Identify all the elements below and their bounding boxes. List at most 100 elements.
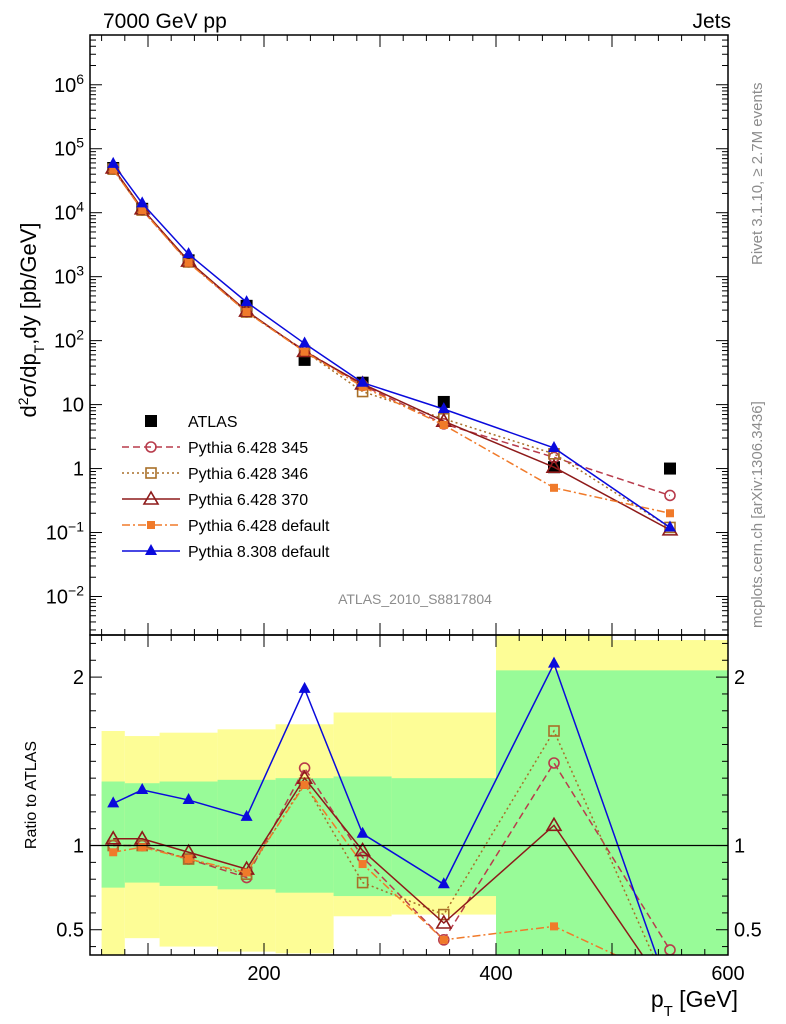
ratio-series-4 (107, 656, 658, 955)
main-y-tick-label: 10−2 (46, 582, 84, 608)
ratio-data-point (666, 976, 674, 984)
main-data-point (664, 462, 676, 475)
main-y-tick-label: 106 (54, 71, 84, 97)
axes: 200 400 600 10−2 10−1 1 10 102 103 104 105 106 0.5 0.… (46, 34, 762, 985)
main-data-point (136, 196, 149, 208)
ratio-data-point (548, 757, 560, 769)
ratio-data-point (136, 782, 149, 794)
main-data-point (138, 206, 147, 215)
ratio-data-point (437, 908, 450, 921)
main-data-point (548, 440, 560, 452)
svg-text:pT [GeV]: pT [GeV] (651, 986, 738, 1020)
ratio-data-point (184, 855, 193, 863)
rivet-version-label: Rivet 3.1.10, ≥ 2.7M events (749, 83, 766, 266)
ratio-data-point (298, 681, 311, 693)
legend-entry: Pythia 6.428 346 (122, 466, 308, 483)
ratio-uncertainty-bands (101, 635, 728, 955)
legend-label: ATLAS (188, 414, 238, 431)
main-plot-frame (89, 34, 729, 636)
legend-label: Pythia 8.308 default (188, 544, 330, 561)
green-band-segment (496, 670, 612, 955)
legend-label: Pythia 6.428 346 (188, 466, 308, 483)
main-y-tick-label: 10−1 (46, 519, 84, 545)
ratio-y-tick-label: 2 (73, 667, 84, 689)
legend-marker (145, 415, 157, 427)
ratio-data-point (548, 725, 560, 737)
ratio-data-point (109, 848, 118, 857)
main-data-point (109, 165, 118, 174)
main-series-4 (109, 165, 674, 518)
main-data-point (664, 489, 676, 502)
ratio-data-point (182, 793, 195, 805)
ratio-data-point (300, 780, 309, 789)
ratio-data-point (138, 843, 147, 852)
ratio-data-point (439, 935, 448, 944)
main-data-point (550, 483, 558, 492)
green-band-segment (275, 778, 334, 893)
legend-marker (145, 441, 157, 453)
legend: ATLAS Pythia 6.428 345 Pythia 6.428 346 Pyt… (122, 414, 330, 561)
ratio-data-point (354, 841, 371, 857)
legend-label: Pythia 6.428 370 (188, 492, 308, 509)
ratio-y-tick-label-right: 0.5 (734, 920, 762, 942)
main-data-point (300, 347, 309, 356)
header-left: 7000 GeV pp (103, 10, 227, 33)
main-y-tick-label: 103 (54, 263, 84, 289)
ratio-data-point (107, 796, 120, 808)
main-data-point (184, 258, 193, 267)
ratio-data-point (437, 877, 450, 889)
legend-entry: ATLAS (145, 414, 238, 431)
main-data-point (437, 402, 450, 414)
ratio-data-point (104, 830, 122, 845)
main-data-point (437, 395, 450, 408)
svg-text:d2σ/dpT,dy [pb/GeV]: d2σ/dpT,dy [pb/GeV] (15, 222, 47, 417)
legend-marker (147, 521, 155, 529)
legend-marker (145, 467, 157, 479)
ratio-series-line (113, 776, 644, 955)
ratio-y-axis-label: Ratio to ATLAS (23, 741, 40, 849)
main-data-point (439, 420, 448, 429)
ratio-data-point (356, 826, 369, 838)
legend-label: Pythia 6.428 345 (188, 440, 308, 457)
ratio-data-point (182, 853, 195, 865)
main-y-tick-label: 104 (54, 199, 84, 225)
legend-entry: Pythia 8.308 default (122, 544, 330, 561)
main-y-tick-label: 1 (73, 459, 84, 481)
ratio-data-point (437, 934, 450, 946)
main-data-point (356, 375, 369, 387)
header-right: Jets (692, 10, 731, 33)
ratio-data-point (435, 914, 453, 929)
main-data-point (358, 382, 367, 391)
main-plot-series (104, 156, 679, 536)
x-axis-label: pT [GeV] (651, 986, 738, 1020)
main-y-tick-label: 10 (62, 395, 84, 417)
x-tick-label: 200 (247, 963, 280, 985)
main-data-point (240, 295, 253, 307)
ratio-data-point (356, 876, 369, 889)
x-tick-label: 400 (479, 963, 512, 985)
ratio-data-point (550, 922, 558, 931)
main-y-axis-label: d2σ/dpT,dy [pb/GeV] (15, 222, 47, 417)
main-data-point (182, 247, 195, 259)
legend-marker (142, 490, 160, 505)
ratio-data-point (548, 656, 560, 668)
legend-entry: Pythia 6.428 370 (122, 490, 308, 509)
main-y-tick-label: 102 (54, 327, 84, 353)
ratio-y-tick-label: 0.5 (56, 920, 84, 942)
main-y-tick-label: 105 (54, 135, 84, 161)
green-band-segment (612, 670, 728, 955)
green-band-segment (101, 781, 125, 888)
main-series-line (112, 169, 671, 515)
main-data-point (298, 336, 311, 348)
main-data-point (107, 156, 120, 168)
ratio-data-point (298, 762, 311, 774)
main-data-point (664, 520, 676, 532)
legend-marker (145, 544, 157, 555)
ratio-series-2 (104, 769, 644, 955)
main-series-5 (107, 156, 676, 532)
green-band-segment (391, 778, 496, 897)
ratio-y-tick-label-right: 1 (734, 836, 745, 858)
mcplots-label: mcplots.cern.ch [arXiv:1306.3436] (749, 401, 766, 628)
ratio-series-3 (109, 780, 674, 984)
